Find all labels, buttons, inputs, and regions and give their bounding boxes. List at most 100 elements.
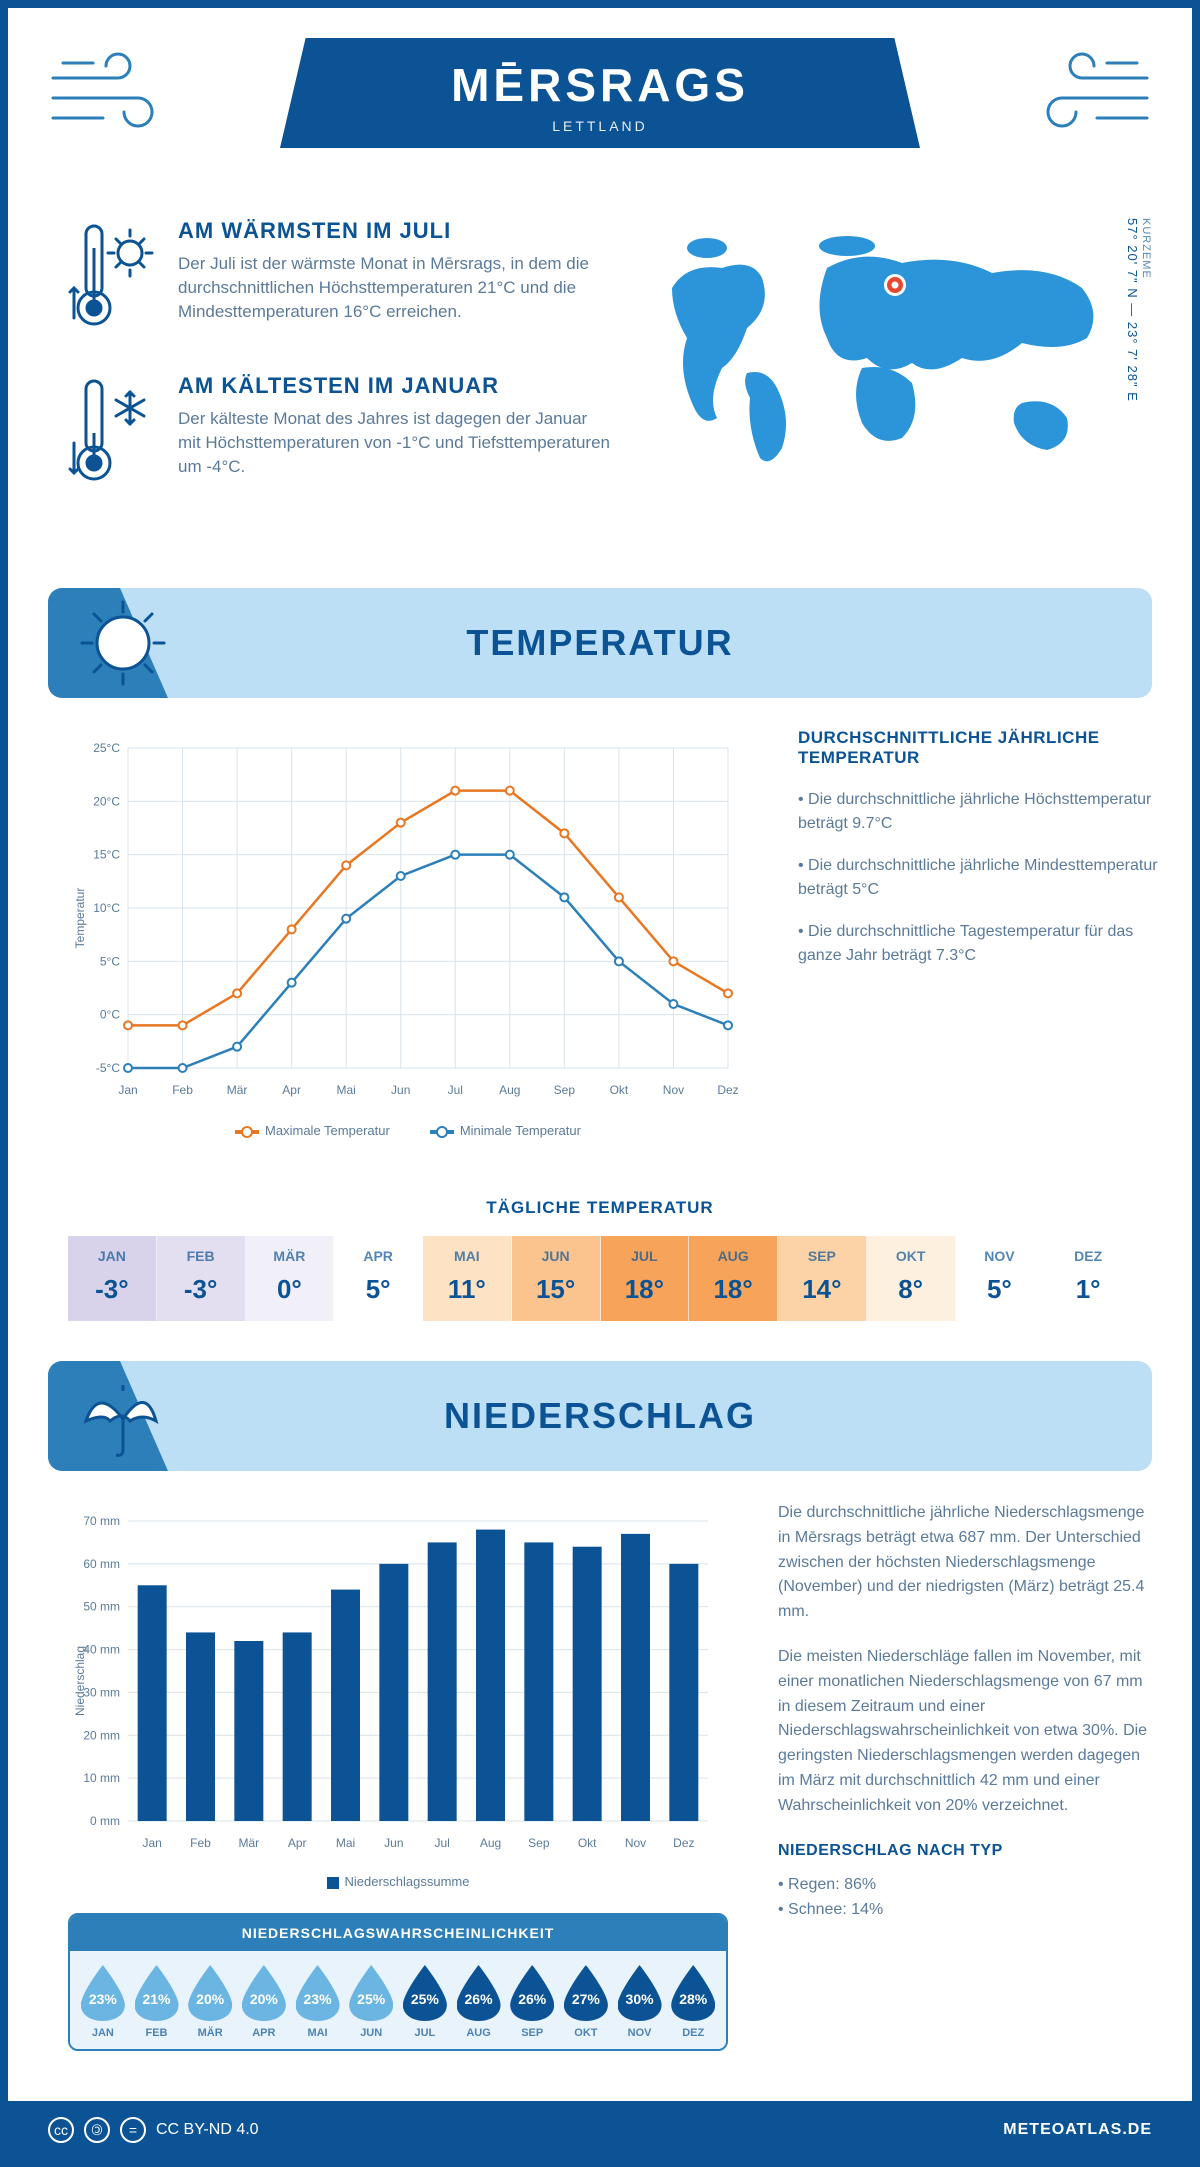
svg-text:Jan: Jan [142, 1836, 161, 1850]
probability-drop: 21%FEB [130, 1965, 184, 2039]
temperature-section-bar: TEMPERATUR [48, 588, 1152, 698]
precip-type-title: NIEDERSCHLAG NACH TYP [778, 1839, 1158, 1864]
svg-text:60 mm: 60 mm [83, 1557, 120, 1571]
svg-text:40 mm: 40 mm [83, 1643, 120, 1657]
svg-text:-5°C: -5°C [96, 1061, 120, 1075]
temperature-heading: TEMPERATUR [48, 622, 1152, 664]
coldest-title: AM KÄLTESTEN IM JANUAR [178, 373, 612, 399]
wind-icon-left [48, 48, 168, 143]
svg-text:Aug: Aug [499, 1083, 520, 1097]
footer: cc 🄯 = CC BY-ND 4.0 METEOATLAS.DE [8, 2101, 1192, 2159]
svg-text:Sep: Sep [554, 1083, 576, 1097]
daily-temp-cell: SEP14° [778, 1236, 867, 1321]
svg-text:Jul: Jul [448, 1083, 463, 1097]
coldest-text: Der kälteste Monat des Jahres ist dagege… [178, 407, 612, 478]
probability-drop: 25%JUL [398, 1965, 452, 2039]
svg-text:Dez: Dez [673, 1836, 694, 1850]
wind-icon-right [1032, 48, 1152, 143]
svg-text:Nov: Nov [663, 1083, 684, 1097]
svg-text:20 mm: 20 mm [83, 1728, 120, 1742]
temperature-stat: • Die durchschnittliche jährliche Mindes… [798, 854, 1158, 902]
daily-temp-title: TÄGLICHE TEMPERATUR [8, 1198, 1192, 1218]
precip-para-2: Die meisten Niederschläge fallen im Nove… [778, 1645, 1158, 1819]
svg-text:Jul: Jul [434, 1836, 449, 1850]
region-label: KURZEME [1140, 218, 1152, 396]
daily-temp-cell: NOV5° [956, 1236, 1045, 1321]
thermometer-sun-icon [68, 218, 158, 343]
svg-text:0 mm: 0 mm [90, 1814, 120, 1828]
license: cc 🄯 = CC BY-ND 4.0 [48, 2117, 259, 2143]
temperature-legend: Maximale Temperatur Minimale Temperatur [68, 1123, 748, 1138]
svg-text:10°C: 10°C [93, 901, 120, 915]
daily-temp-cell: APR5° [334, 1236, 423, 1321]
country-name: LETTLAND [280, 118, 920, 134]
probability-drop: 26%AUG [452, 1965, 506, 2039]
legend-min: Minimale Temperatur [460, 1123, 581, 1138]
svg-text:Sep: Sep [528, 1836, 550, 1850]
svg-text:0°C: 0°C [100, 1008, 120, 1022]
temperature-line-chart: -5°C0°C5°C10°C15°C20°C25°CJanFebMärAprMa… [68, 728, 748, 1138]
probability-drop: 26%SEP [505, 1965, 559, 2039]
header: MĒRSRAGS LETTLAND [8, 8, 1192, 208]
daily-temp-cell: MAI11° [423, 1236, 512, 1321]
site-name: METEOATLAS.DE [1003, 2121, 1152, 2139]
cc-icon: cc [48, 2117, 74, 2143]
svg-text:Mär: Mär [227, 1083, 248, 1097]
umbrella-icon [78, 1371, 168, 1466]
precipitation-bar-chart: 0 mm10 mm20 mm30 mm40 mm50 mm60 mm70 mmJ… [68, 1501, 728, 1889]
thermometer-snow-icon [68, 373, 158, 498]
svg-text:Jun: Jun [384, 1836, 403, 1850]
title-ribbon: MĒRSRAGS LETTLAND [280, 38, 920, 148]
stats-title: DURCHSCHNITTLICHE JÄHRLICHE TEMPERATUR [798, 728, 1158, 768]
by-icon: 🄯 [84, 2117, 110, 2143]
svg-text:Temperatur: Temperatur [73, 888, 87, 949]
temperature-stat: • Die durchschnittliche jährliche Höchst… [798, 788, 1158, 836]
prob-title: NIEDERSCHLAGSWAHRSCHEINLICHKEIT [70, 1915, 726, 1951]
daily-temp-cell: JAN-3° [68, 1236, 157, 1321]
svg-text:Feb: Feb [172, 1083, 193, 1097]
sun-icon [78, 598, 168, 693]
precip-type-snow: • Schnee: 14% [778, 1898, 1158, 1923]
svg-text:15°C: 15°C [93, 848, 120, 862]
precip-para-1: Die durchschnittliche jährliche Niedersc… [778, 1501, 1158, 1625]
svg-text:Okt: Okt [578, 1836, 597, 1850]
svg-text:Apr: Apr [282, 1083, 301, 1097]
probability-drop: 25%JUN [344, 1965, 398, 2039]
probability-drop: 27%OKT [559, 1965, 613, 2039]
svg-text:70 mm: 70 mm [83, 1514, 120, 1528]
precipitation-section-bar: NIEDERSCHLAG [48, 1361, 1152, 1471]
precip-legend: Niederschlagssumme [68, 1874, 728, 1889]
svg-text:Niederschlag: Niederschlag [73, 1646, 87, 1716]
daily-temperature-table: JAN-3°FEB-3°MÄR0°APR5°MAI11°JUN15°JUL18°… [68, 1236, 1132, 1321]
svg-text:Nov: Nov [625, 1836, 646, 1850]
svg-text:30 mm: 30 mm [83, 1685, 120, 1699]
daily-temp-cell: JUN15° [512, 1236, 601, 1321]
precipitation-heading: NIEDERSCHLAG [48, 1395, 1152, 1437]
probability-drop: 20%MÄR [183, 1965, 237, 2039]
svg-text:Mai: Mai [336, 1836, 355, 1850]
precip-type-rain: • Regen: 86% [778, 1873, 1158, 1898]
svg-text:Dez: Dez [717, 1083, 738, 1097]
warmest-title: AM WÄRMSTEN IM JULI [178, 218, 612, 244]
coord-value: 57° 20' 7" N — 23° 7' 28" E [1125, 218, 1140, 402]
probability-drop: 30%NOV [613, 1965, 667, 2039]
nd-icon: = [120, 2117, 146, 2143]
svg-text:5°C: 5°C [100, 954, 120, 968]
svg-text:Jun: Jun [391, 1083, 410, 1097]
coldest-block: AM KÄLTESTEN IM JANUAR Der kälteste Mona… [68, 373, 612, 498]
svg-text:Mai: Mai [337, 1083, 356, 1097]
probability-drop: 20%APR [237, 1965, 291, 2039]
daily-temp-cell: AUG18° [689, 1236, 778, 1321]
svg-text:20°C: 20°C [93, 794, 120, 808]
coordinates: KURZEME 57° 20' 7" N — 23° 7' 28" E [1125, 218, 1152, 402]
temperature-stats: DURCHSCHNITTLICHE JÄHRLICHE TEMPERATUR •… [798, 728, 1158, 1138]
world-map: KURZEME 57° 20' 7" N — 23° 7' 28" E [652, 218, 1132, 528]
svg-text:25°C: 25°C [93, 741, 120, 755]
warmest-block: AM WÄRMSTEN IM JULI Der Juli ist der wär… [68, 218, 612, 343]
svg-text:Aug: Aug [480, 1836, 501, 1850]
svg-text:50 mm: 50 mm [83, 1600, 120, 1614]
daily-temp-cell: JUL18° [601, 1236, 690, 1321]
svg-text:Feb: Feb [190, 1836, 211, 1850]
precipitation-probability-box: NIEDERSCHLAGSWAHRSCHEINLICHKEIT 23%JAN21… [68, 1913, 728, 2051]
svg-text:Apr: Apr [288, 1836, 307, 1850]
